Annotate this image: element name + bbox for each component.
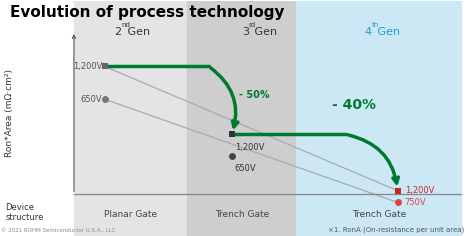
Text: 1,200V: 1,200V	[235, 143, 264, 152]
Text: 1,200V: 1,200V	[405, 186, 434, 195]
Text: 3: 3	[242, 27, 249, 37]
Text: Planar Gate: Planar Gate	[104, 210, 157, 219]
Text: Ron*Area (mΩ·cm²): Ron*Area (mΩ·cm²)	[5, 69, 14, 157]
Text: 650V: 650V	[235, 164, 256, 173]
Text: 4: 4	[365, 27, 372, 37]
Text: - 50%: - 50%	[239, 89, 270, 100]
Text: Gen: Gen	[251, 27, 277, 37]
Text: Evolution of process technology: Evolution of process technology	[10, 5, 285, 20]
Text: Gen: Gen	[374, 27, 400, 37]
Text: 650V: 650V	[81, 95, 102, 104]
Text: rd: rd	[249, 22, 256, 28]
Text: Gen: Gen	[124, 27, 150, 37]
Text: 750V: 750V	[405, 198, 427, 207]
Text: Trench Gate: Trench Gate	[215, 210, 269, 219]
Text: Device
structure: Device structure	[5, 203, 44, 222]
Text: 2: 2	[114, 27, 121, 37]
Text: nd: nd	[121, 22, 130, 28]
Text: Trench Gate: Trench Gate	[352, 210, 406, 219]
Text: - 40%: - 40%	[331, 98, 375, 112]
Text: © 2021 ROHM Semiconductor U.S.A., LLC: © 2021 ROHM Semiconductor U.S.A., LLC	[0, 228, 115, 233]
Text: 1,200V: 1,200V	[73, 62, 102, 71]
Text: ×1. RonA (On-resistance per unit area): ×1. RonA (On-resistance per unit area)	[328, 227, 464, 233]
Text: th: th	[372, 22, 379, 28]
